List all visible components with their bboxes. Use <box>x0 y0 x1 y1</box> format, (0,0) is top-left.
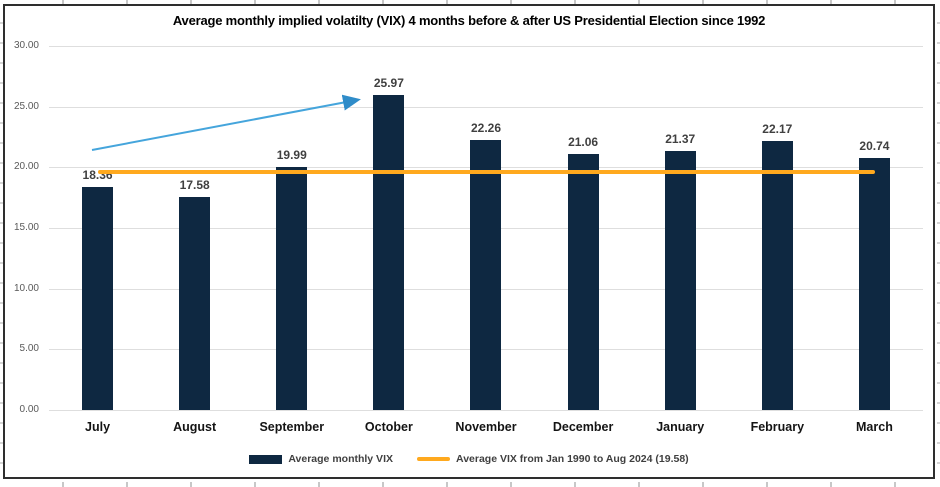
bar-column-october: 25.97 <box>340 46 437 410</box>
legend-label-monthly-vix: Average monthly VIX <box>288 453 393 465</box>
y-axis-labels: 30.00 25.00 20.00 15.00 10.00 5.00 0.00 <box>5 6 43 477</box>
bar-column-september: 19.99 <box>243 46 340 410</box>
bar-value-label: 21.06 <box>568 135 599 150</box>
vix-bar-february[interactable] <box>761 141 793 410</box>
bar-value-label: 19.99 <box>276 148 307 163</box>
gridline <box>49 410 923 411</box>
x-tick-label-november: November <box>455 420 517 434</box>
x-tick-label-august: August <box>173 420 217 434</box>
x-tick-label-january: January <box>656 420 705 434</box>
bar-column-february: 22.17 <box>729 46 826 410</box>
spreadsheet-row-gridlines-left <box>0 4 3 482</box>
average-reference-line[interactable] <box>98 170 875 174</box>
line-swatch-icon <box>417 457 450 461</box>
vix-bar-december[interactable] <box>567 154 599 410</box>
vix-bar-march[interactable] <box>858 158 890 410</box>
bar-column-august: 17.58 <box>146 46 243 410</box>
bar-value-label: 22.17 <box>762 122 793 137</box>
bar-value-label: 21.37 <box>665 131 696 146</box>
x-axis-labels: July August September October November Decemb… <box>49 420 923 442</box>
legend-label-average-line: Average VIX from Jan 1990 to Aug 2024 (1… <box>456 453 689 465</box>
vix-bar-july[interactable] <box>82 187 114 410</box>
x-tick-label-march: March <box>856 420 893 434</box>
vix-bar-august[interactable] <box>179 196 211 410</box>
y-tick-label: 5.00 <box>19 343 39 354</box>
plot-area: 18.36 17.58 19.99 25.97 22.26 21.06 21.37 22.17… <box>49 46 923 411</box>
y-tick-label: 30.00 <box>13 40 39 51</box>
spreadsheet-column-gridlines-bottom <box>0 482 940 487</box>
y-tick-label: 15.00 <box>13 222 39 233</box>
vix-bar-october[interactable] <box>373 94 405 410</box>
y-tick-label: 25.00 <box>13 101 39 112</box>
chart-frame[interactable]: Average monthly implied volatilty (VIX) … <box>3 4 935 479</box>
gridline <box>49 107 923 108</box>
y-tick-label: 10.00 <box>13 283 39 294</box>
vix-bar-november[interactable] <box>470 139 502 410</box>
bar-column-december: 21.06 <box>535 46 632 410</box>
x-tick-label-december: December <box>552 420 614 434</box>
x-tick-label-september: September <box>259 420 325 434</box>
legend: Average monthly VIX Average VIX from Jan… <box>5 453 933 465</box>
gridline <box>49 46 923 47</box>
vix-bar-january[interactable] <box>664 150 696 410</box>
bar-value-label: 17.58 <box>179 177 210 192</box>
x-tick-label-july: July <box>85 420 111 434</box>
bar-value-label: 22.26 <box>470 120 501 135</box>
y-tick-label: 20.00 <box>13 161 39 172</box>
bar-swatch-icon <box>249 454 283 464</box>
bar-column-march: 20.74 <box>826 46 923 410</box>
bar-column-november: 22.26 <box>437 46 534 410</box>
spreadsheet-row-gridlines-right <box>937 4 940 482</box>
bar-value-label: 20.74 <box>859 139 890 154</box>
vix-bar-september[interactable] <box>276 167 308 410</box>
chart-title: Average monthly implied volatilty (VIX) … <box>172 13 766 28</box>
legend-item-average-line[interactable]: Average VIX from Jan 1990 to Aug 2024 (1… <box>417 453 689 465</box>
spreadsheet-column-gridlines-top <box>0 0 940 4</box>
bars-row: 18.36 17.58 19.99 25.97 22.26 21.06 21.37 22.17… <box>49 46 923 410</box>
x-tick-label-february: February <box>750 420 805 434</box>
bar-value-label: 25.97 <box>373 75 404 90</box>
bar-column-january: 21.37 <box>632 46 729 410</box>
bar-column-july: 18.36 <box>49 46 146 410</box>
x-tick-label-october: October <box>364 420 413 434</box>
y-tick-label: 0.00 <box>19 404 39 415</box>
legend-item-monthly-vix[interactable]: Average monthly VIX <box>249 453 393 465</box>
